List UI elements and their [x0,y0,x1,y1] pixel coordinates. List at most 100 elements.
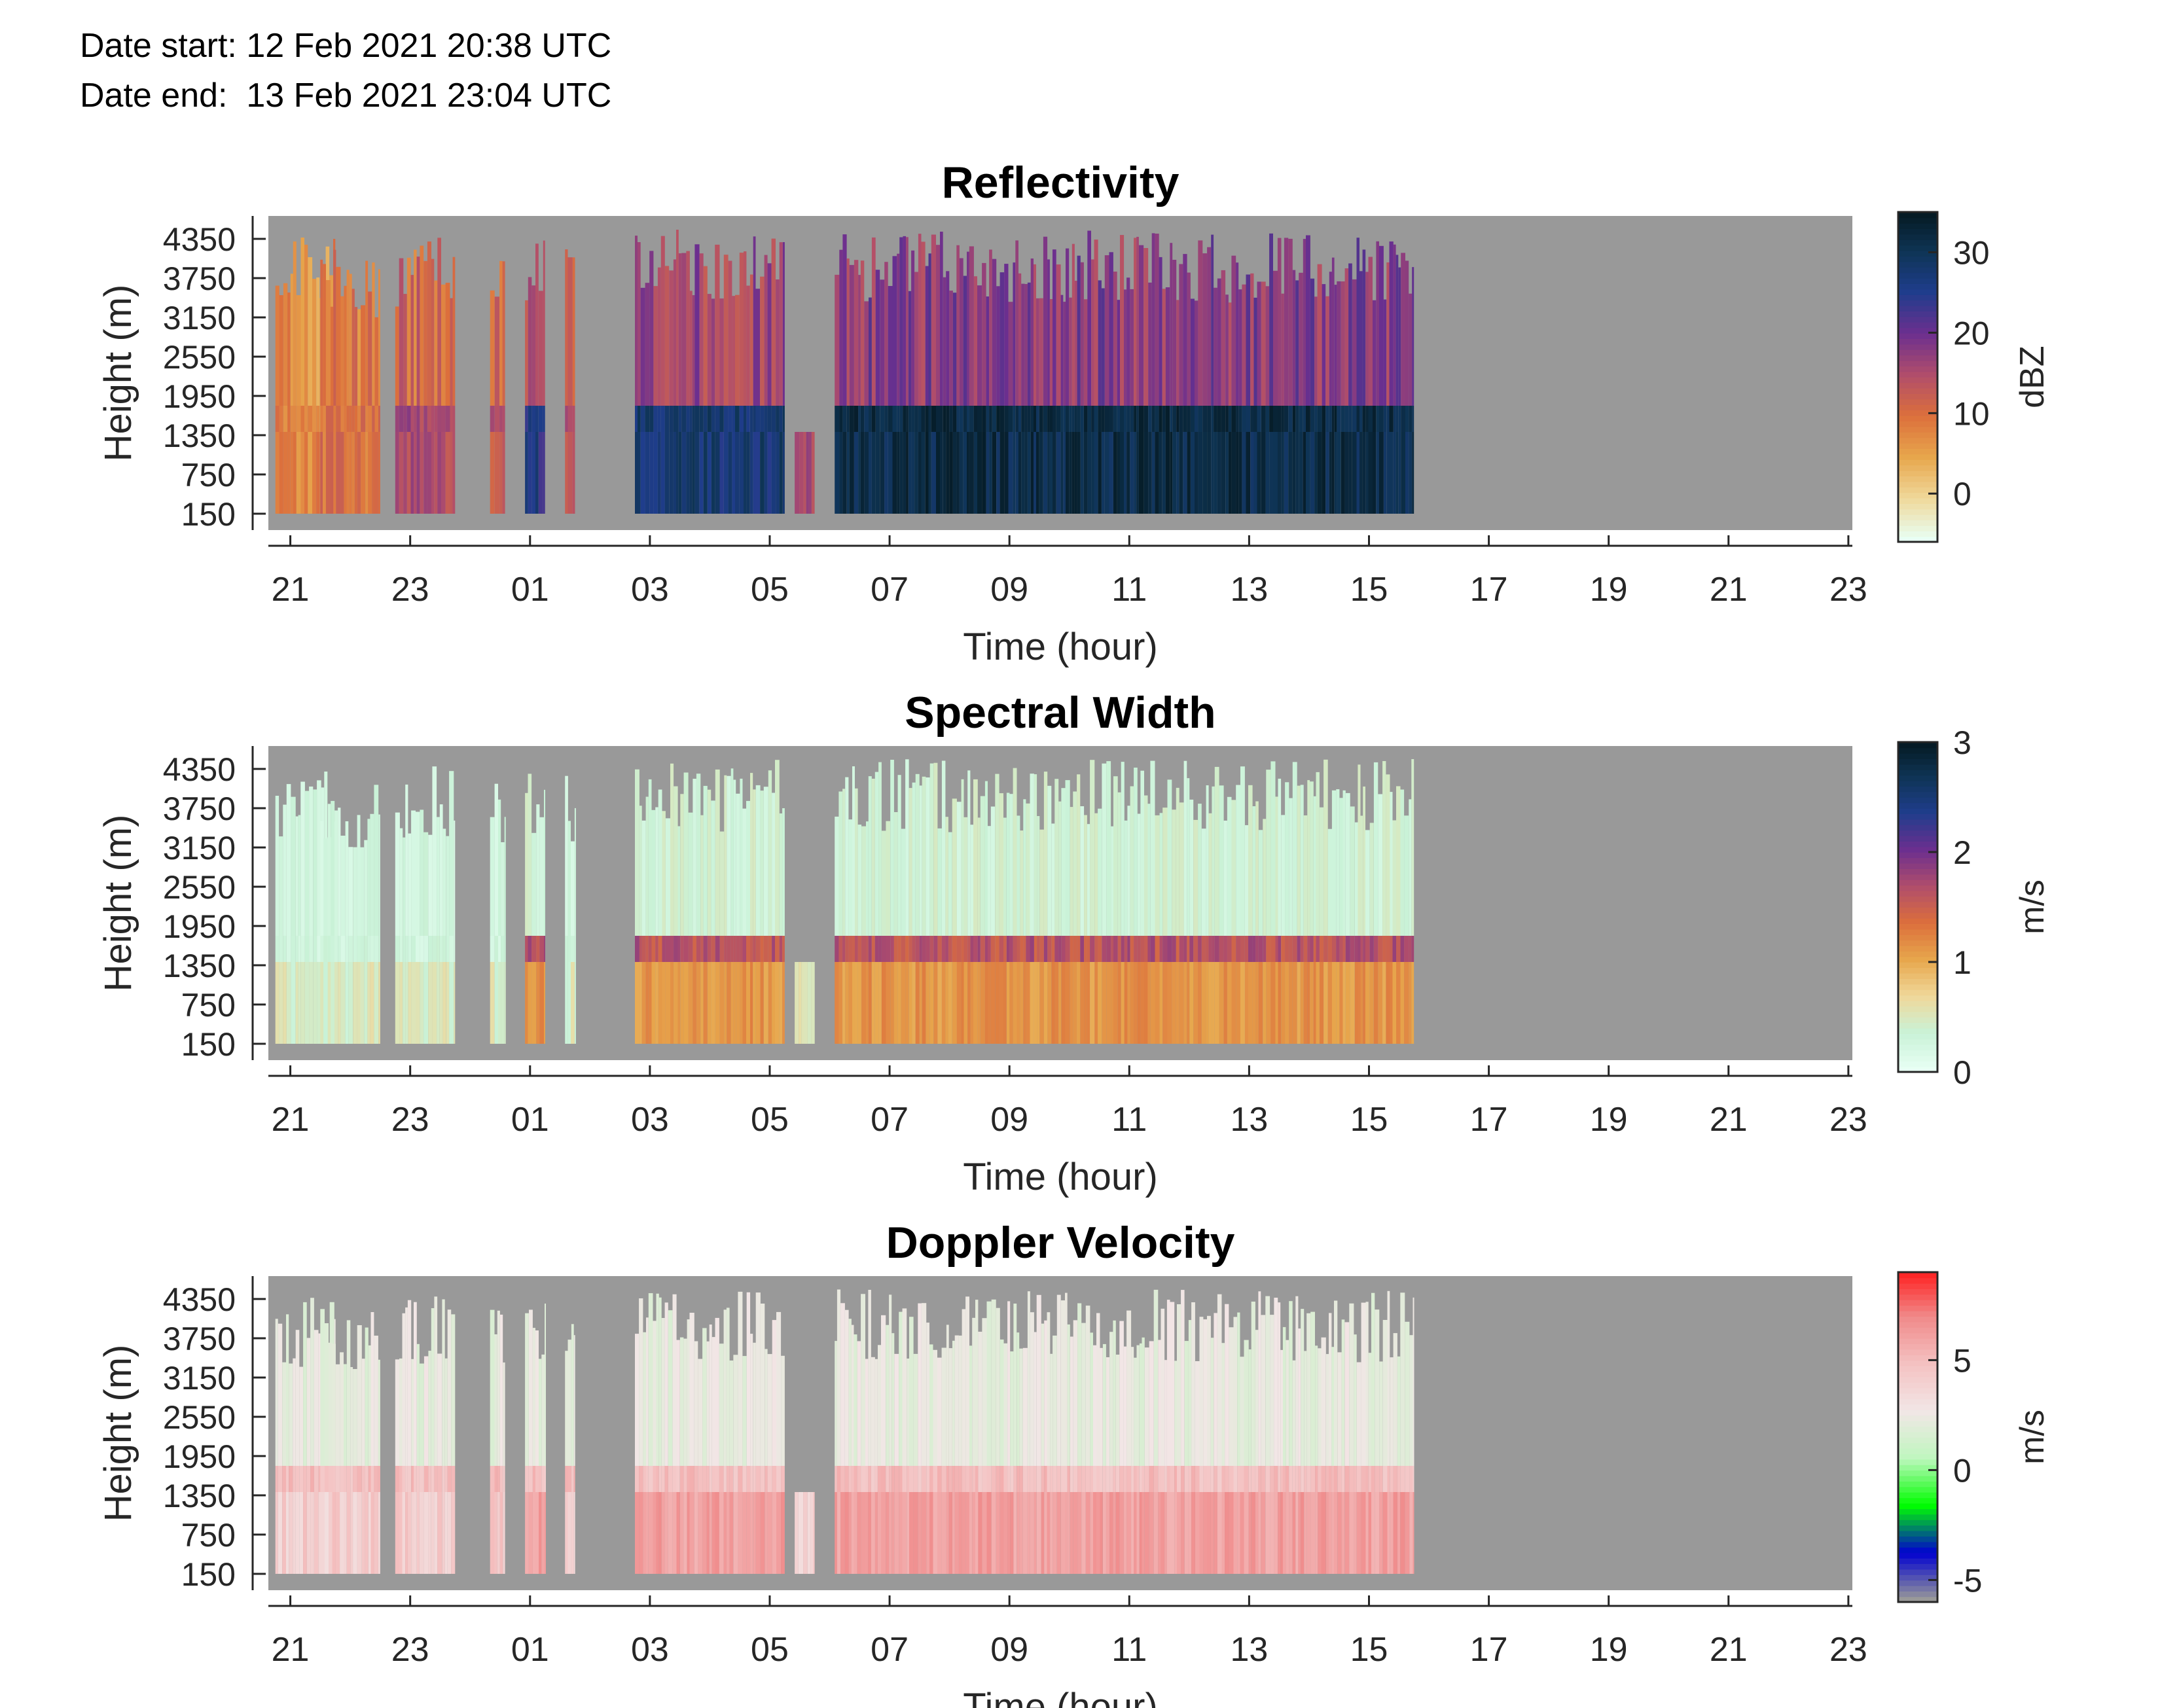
heatmap-streak [929,763,934,936]
heatmap-streak [864,406,869,432]
heatmap-streak [1113,936,1118,962]
heatmap-streak [692,406,695,432]
heatmap-streak [1138,245,1144,406]
heatmap-streak [1307,936,1310,962]
heatmap-streak [645,283,650,406]
heatmap-streak [886,1466,890,1492]
heatmap-streak [279,432,283,514]
heatmap-streak [1010,1466,1014,1492]
heatmap-streak [915,962,920,1044]
heatmap-streak [851,1466,854,1492]
heatmap-streak [1126,1310,1132,1466]
heatmap-streak [865,1492,869,1574]
heatmap-streak [1023,799,1026,936]
heatmap-streak [1361,1302,1366,1466]
heatmap-streak [1195,406,1198,432]
heatmap-streak [1058,962,1062,1044]
heatmap-streak [975,1466,979,1492]
heatmap-streak [892,406,897,432]
heatmap-streak [956,406,960,432]
heatmap-streak [669,270,674,406]
heatmap-streak [1174,1466,1177,1492]
heatmap-streak [399,1492,403,1574]
heatmap-streak [1190,298,1195,406]
heatmap-streak [501,962,505,1044]
heatmap-streak [1138,432,1144,514]
heatmap-streak [1077,962,1081,1044]
heatmap-streak [528,277,532,406]
heatmap-streak [1039,829,1044,936]
colorbar-swatch [1898,863,1937,869]
heatmap-streak [728,260,732,406]
heatmap-streak [1376,432,1379,514]
heatmap-streak [1281,406,1284,432]
heatmap-streak [431,1492,435,1574]
heatmap-streak [1303,239,1306,406]
heatmap-streak [1318,1348,1322,1466]
heatmap-streak [926,777,930,936]
heatmap-streak [639,962,642,1044]
heatmap-streak [1378,245,1384,406]
heatmap-streak [1307,780,1310,936]
heatmap-streak [1253,406,1257,432]
heatmap-streak [918,406,922,432]
heatmap-streak [719,962,725,1044]
heatmap-streak [963,817,968,936]
heatmap-streak [1094,432,1098,514]
heatmap-streak [1109,1332,1113,1466]
heatmap-streak [1149,1341,1154,1466]
heatmap-streak [1003,1492,1008,1574]
heatmap-streak [962,1309,966,1466]
heatmap-streak [282,1466,286,1492]
heatmap-streak [1295,280,1299,406]
heatmap-streak [367,962,370,1044]
heatmap-streak [378,1466,380,1492]
heatmap-streak [961,962,964,1044]
heatmap-streak [724,775,727,936]
heatmap-streak [1244,1492,1249,1574]
heatmap-streak [291,936,296,962]
heatmap-streak [999,936,1003,962]
heatmap-streak [673,259,676,406]
y-tick-label: 1350 [163,418,236,454]
heatmap-streak [502,261,505,406]
heatmap-streak [1013,1492,1017,1574]
heatmap-streak [1153,1492,1159,1574]
heatmap-streak [990,806,996,936]
heatmap-streak [1375,1492,1380,1574]
colorbar-swatch [1898,531,1937,537]
heatmap-streak [1069,406,1072,432]
heatmap-streak [696,936,701,962]
heatmap-streak [1390,792,1393,936]
heatmap-streak [929,962,934,1044]
heatmap-streak [1030,432,1034,514]
heatmap-streak [1190,406,1195,432]
heatmap-streak [1013,1304,1017,1466]
heatmap-streak [945,962,948,1044]
heatmap-streak [529,1309,533,1466]
heatmap-streak [733,936,736,962]
colorbar-swatch [1898,995,1937,1001]
heatmap-streak [361,1492,365,1574]
heatmap-streak [1303,432,1306,514]
heatmap-streak [750,962,753,1044]
heatmap-streak [1371,1292,1375,1466]
heatmap-streak [1124,406,1127,432]
heatmap-streak [374,936,379,962]
heatmap-streak [865,1466,869,1492]
heatmap-streak [948,1466,952,1492]
heatmap-streak [1404,815,1409,936]
heatmap-streak [1304,1351,1307,1466]
x-tick-label: 19 [1590,1631,1628,1669]
heatmap-streak [1299,406,1303,432]
heatmap-streak [891,1492,895,1574]
heatmap-streak [989,432,992,514]
heatmap-streak [1258,1466,1261,1492]
heatmap-streak [1361,1466,1366,1492]
heatmap-streak [1098,406,1102,432]
heatmap-streak [289,1466,293,1492]
heatmap-streak [573,1492,575,1574]
heatmap-streak [854,432,859,514]
heatmap-streak [1390,1492,1394,1574]
